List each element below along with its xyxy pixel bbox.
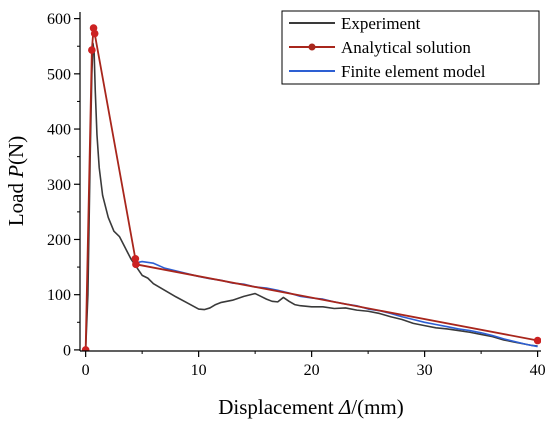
legend: Experiment Analytical solution Finite el… [281,10,540,85]
y-tick-label: 200 [47,232,71,249]
legend-marker-analytical [308,43,316,51]
x-tick-label: 40 [530,362,546,379]
y-tick-label: 400 [47,122,71,139]
legend-entry-fem: Finite element model [289,62,486,81]
y-tick-label: 500 [47,66,71,83]
legend-entry-analytical: Analytical solution [289,38,471,57]
legend-entry-experiment: Experiment [289,14,421,33]
data-point-analytical-solution [88,46,96,54]
data-point-analytical-solution [131,254,140,263]
y-tick-label: 100 [47,287,71,304]
x-axis-label: Displacement Δ/(mm) [218,395,404,419]
data-point-analytical-solution [90,29,99,38]
series-line-experiment [84,42,538,350]
legend-label-fem: Finite element model [341,62,486,81]
legend-label-analytical: Analytical solution [341,38,471,57]
legend-label-experiment: Experiment [341,14,421,33]
axes [74,12,541,357]
x-tick-label: 30 [417,362,433,379]
x-tick-label: 0 [82,362,90,379]
series-layer [81,24,541,351]
data-point-analytical-solution [81,346,90,351]
data-point-analytical-solution [132,260,140,269]
x-tick-label: 20 [304,362,320,379]
data-point-analytical-solution [533,336,541,345]
y-tick-label: 300 [47,177,71,194]
y-axis-label: Load P(N) [4,136,28,226]
x-tick-label: 10 [191,362,207,379]
y-tick-label: 600 [47,11,71,28]
y-tick-label: 0 [63,342,71,359]
